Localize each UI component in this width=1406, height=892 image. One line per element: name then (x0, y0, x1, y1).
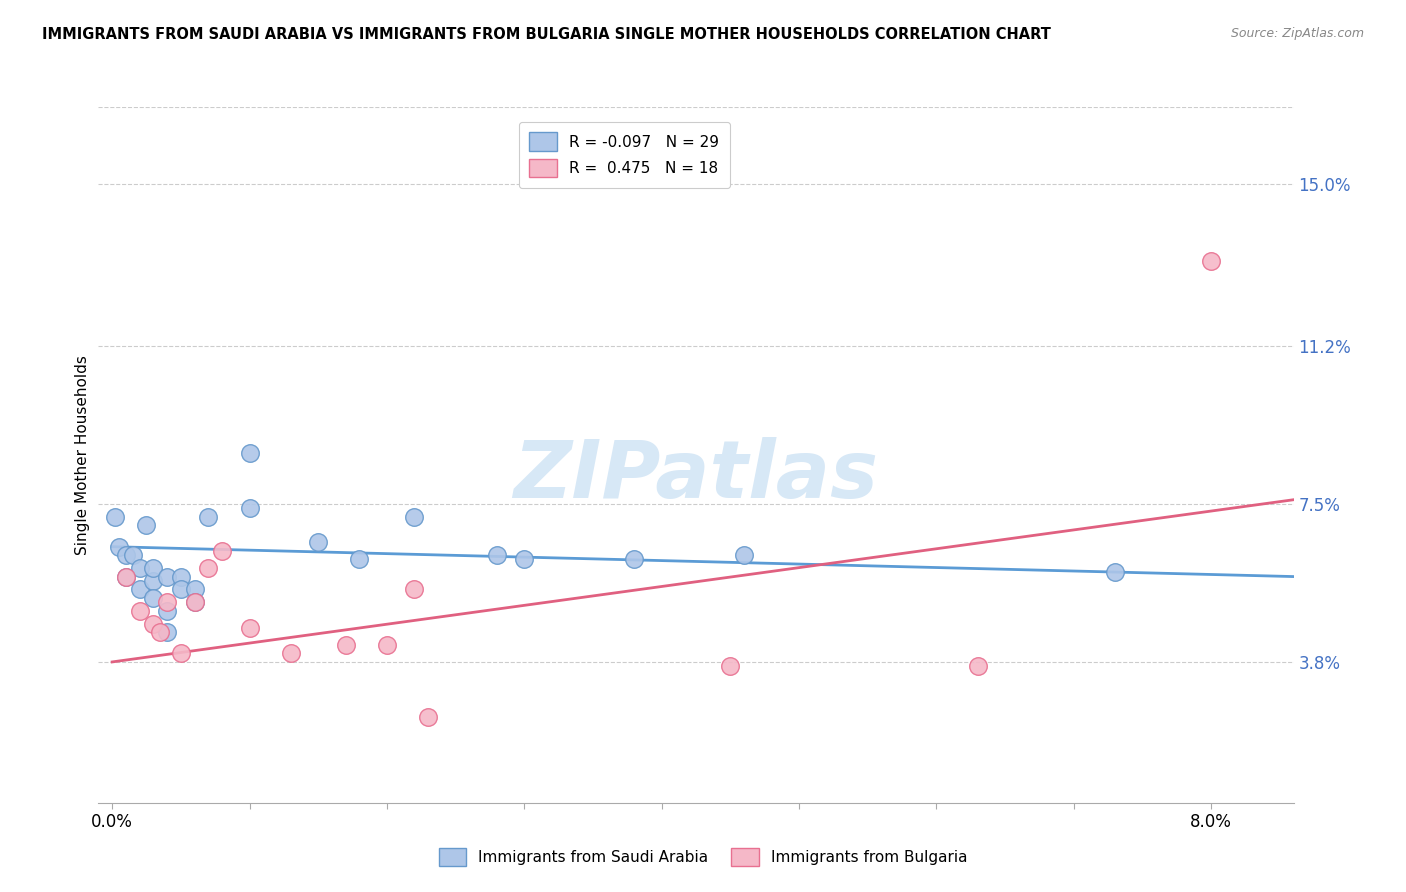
Point (307, 535, 329, 549)
Legend: Immigrants from Saudi Arabia, Immigrants from Bulgaria: Immigrants from Saudi Arabia, Immigrants… (429, 838, 977, 875)
Point (404, 582, 426, 597)
Point (156, 595, 179, 609)
Y-axis label: Single Mother Households: Single Mother Households (75, 355, 90, 555)
Point (733, 548, 755, 562)
Point (156, 604, 179, 618)
Point (238, 501, 260, 516)
Text: IMMIGRANTS FROM SAUDI ARABIA VS IMMIGRANTS FROM BULGARIA SINGLE MOTHER HOUSEHOLD: IMMIGRANTS FROM SAUDI ARABIA VS IMMIGRAN… (42, 27, 1052, 42)
Point (1199, 253, 1222, 268)
Point (280, 647, 302, 661)
Point (121, 548, 143, 562)
Point (623, 552, 645, 566)
Point (108, 540, 131, 554)
Point (211, 544, 233, 558)
Point (115, 569, 138, 583)
Point (156, 569, 179, 583)
Point (156, 625, 179, 640)
Point (142, 616, 165, 631)
Point (142, 591, 165, 605)
Point (197, 509, 219, 524)
Point (142, 561, 165, 575)
Point (404, 509, 426, 524)
Point (183, 595, 205, 609)
Point (238, 446, 260, 460)
Point (170, 647, 193, 661)
Point (966, 659, 988, 673)
Point (115, 548, 138, 562)
Point (349, 552, 371, 566)
Point (1104, 566, 1126, 580)
Point (170, 569, 193, 583)
Point (513, 552, 536, 566)
Legend: R = -0.097   N = 29, R =  0.475   N = 18: R = -0.097 N = 29, R = 0.475 N = 18 (519, 121, 730, 188)
Point (135, 518, 157, 533)
Point (183, 595, 205, 609)
Point (128, 561, 150, 575)
Point (416, 710, 439, 724)
Point (128, 604, 150, 618)
Text: Source: ZipAtlas.com: Source: ZipAtlas.com (1230, 27, 1364, 40)
Point (375, 638, 398, 652)
Point (170, 582, 193, 597)
Point (149, 625, 172, 640)
Point (335, 638, 357, 652)
Point (142, 574, 165, 588)
Point (183, 582, 205, 597)
Point (485, 548, 508, 562)
Point (128, 582, 150, 597)
Point (104, 509, 127, 524)
Text: ZIPatlas: ZIPatlas (513, 437, 879, 515)
Point (115, 569, 138, 583)
Point (718, 659, 741, 673)
Point (197, 561, 219, 575)
Point (238, 621, 260, 635)
